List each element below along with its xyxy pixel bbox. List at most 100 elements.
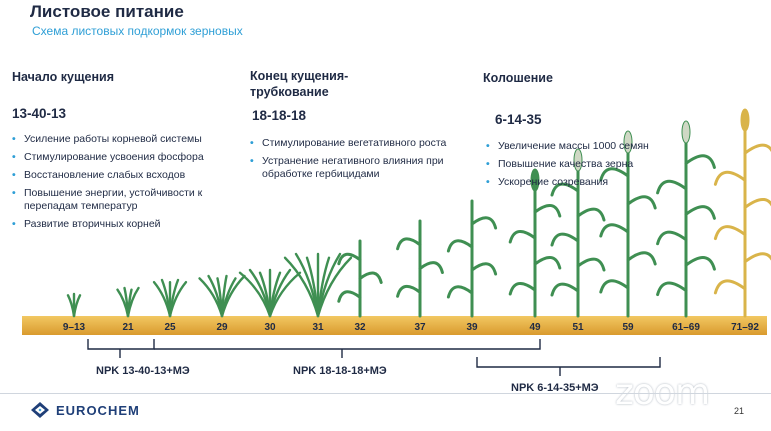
bullet: Восстановление слабых всходов (12, 169, 227, 182)
plant-stage-5 (238, 268, 302, 318)
phase-title-tillering-start: Начало кущения (12, 70, 114, 84)
zoom-watermark: zoom (615, 372, 710, 413)
bullet: Повышение качества зерна (486, 158, 656, 171)
phase-product-3: 6-14-35 (495, 112, 542, 127)
bullet: Ускорение созревания (486, 176, 656, 189)
phase-product-1: 13-40-13 (12, 106, 67, 121)
plant-part (268, 271, 302, 318)
plant-stage-8 (396, 219, 444, 318)
plant-part (713, 279, 747, 295)
stage-label: 61–69 (672, 322, 700, 333)
stage-label: 71–92 (731, 322, 759, 333)
plant-part (550, 232, 580, 247)
plant-part (743, 198, 771, 209)
plant-stage-9 (446, 199, 498, 318)
plant-part (684, 154, 716, 169)
plant-part (599, 279, 630, 294)
stage-label: 29 (216, 322, 228, 333)
plant-part (396, 237, 422, 251)
plant-part (743, 143, 771, 155)
plant-part (656, 281, 688, 297)
stage-label: 32 (354, 322, 366, 333)
plant-part (168, 280, 188, 318)
slide-title: Листовое питание (30, 2, 184, 21)
plant-part (626, 251, 657, 266)
phase-2-bullets: Стимулирование вегетативного роста Устра… (250, 137, 465, 186)
plant-part (446, 285, 474, 299)
plant-part (418, 261, 444, 274)
plant-part (684, 205, 716, 220)
plant-part (713, 225, 747, 241)
page-number: 21 (734, 406, 745, 416)
plant-part (446, 239, 474, 253)
stage-label: 9–13 (63, 322, 86, 333)
stage-label: 49 (529, 322, 541, 333)
eurochem-logo: EUROCHEM (30, 401, 140, 419)
treatment-label-1: NPK 13-40-13+МЭ (96, 365, 190, 377)
plant-part (713, 170, 747, 186)
stage-label: 25 (164, 322, 176, 333)
footer-divider (0, 393, 771, 394)
phase-3-bullets: Увеличение массы 1000 семян Повышение ка… (486, 140, 656, 194)
bullet: Усиление работы корневой системы (12, 133, 227, 146)
treatment-label-3: NPK 6-14-35+МЭ (511, 382, 599, 394)
treatment-label-2: NPK 18-18-18+МЭ (293, 365, 387, 377)
plant-part (470, 216, 498, 230)
plant-stage-14 (713, 108, 771, 318)
plant-part (743, 252, 771, 264)
plant-part (533, 256, 562, 270)
stage-label: 59 (622, 322, 634, 333)
bullet: Повышение энергии, устойчивости к перепа… (12, 187, 227, 213)
slide-subtitle: Схема листовых подкормок зерновых (32, 24, 243, 38)
bullet: Увеличение массы 1000 семян (486, 140, 656, 153)
plant-part (656, 230, 688, 246)
phase-product-2: 18-18-18 (252, 108, 307, 123)
plant-stage-3 (152, 278, 188, 318)
plant-part (576, 207, 606, 222)
plant-part (396, 285, 422, 298)
bullet: Устранение негативного влияния при обраб… (250, 155, 465, 181)
plant-part (656, 179, 688, 195)
phase-title-tillering-end: Конец кущения-трубкование (250, 69, 349, 99)
bullet: Развитие вторичных корней (12, 218, 227, 231)
plant-part (533, 204, 562, 218)
plant-stage-1 (66, 292, 82, 318)
plant-part (337, 290, 362, 303)
plant-ear (681, 120, 691, 144)
logo-text: EUROCHEM (56, 402, 140, 418)
phase-title-heading: Колошение (483, 71, 553, 85)
plant-part (72, 294, 82, 318)
plant-part (470, 262, 498, 276)
plant-part (550, 282, 580, 297)
bullet: Стимулирование вегетативного роста (250, 137, 465, 150)
plant-part (337, 252, 362, 266)
plant-stage-2 (116, 286, 140, 318)
plant-part (508, 282, 537, 296)
plant-ear (740, 108, 750, 132)
stage-label: 51 (572, 322, 584, 333)
plant-part (576, 257, 606, 272)
soil-strip (22, 316, 767, 335)
plant-stage-13 (656, 120, 716, 318)
bullet: Стимулирование усвоения фосфора (12, 151, 227, 164)
plant-stage-7 (337, 239, 383, 318)
phase-1-bullets: Усиление работы корневой системы Стимули… (12, 133, 227, 236)
plant-stage-4 (198, 274, 246, 318)
stage-label: 31 (312, 322, 324, 333)
plant-part (126, 286, 140, 318)
plant-part (220, 274, 246, 318)
eurochem-logo-icon (31, 402, 49, 418)
plant-part (316, 256, 353, 318)
stage-label: 30 (264, 322, 276, 333)
plant-part (626, 195, 657, 210)
stage-label: 39 (466, 322, 478, 333)
plant-part (508, 230, 537, 244)
plant-stage-6 (283, 252, 353, 318)
stage-label: 21 (122, 322, 134, 333)
plant-part (684, 256, 716, 271)
stage-label: 37 (414, 322, 426, 333)
plant-part (599, 223, 630, 238)
